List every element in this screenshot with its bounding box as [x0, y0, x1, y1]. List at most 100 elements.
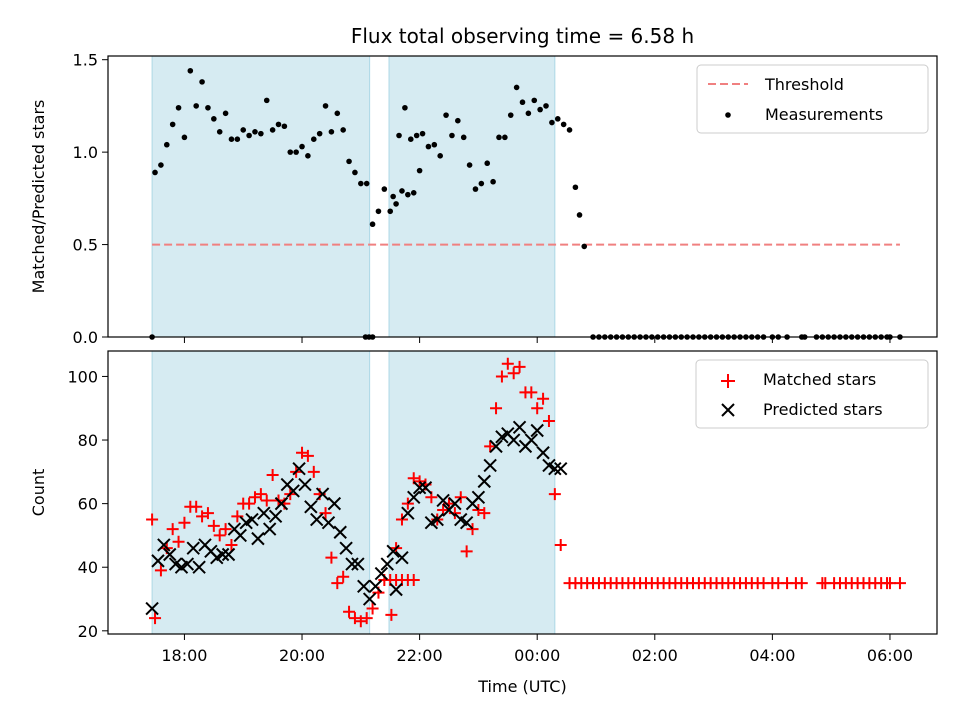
- measurement-point: [484, 160, 491, 167]
- measurement-point: [396, 132, 402, 139]
- y-tick-label: 1.5: [73, 51, 98, 70]
- predicted-star-point: [262, 522, 277, 536]
- predicted-star-point: [357, 579, 371, 594]
- matched-star-point: [507, 367, 520, 380]
- matched-star-point: [537, 392, 550, 405]
- measurement-point: [466, 162, 473, 168]
- predicted-star-point: [412, 481, 427, 495]
- measurement-point: [502, 134, 508, 141]
- predicted-star-point: [368, 579, 383, 594]
- matched-star-point: [513, 360, 526, 373]
- matched-star-point: [490, 402, 503, 415]
- measurement-point: [346, 158, 352, 165]
- measurement-point: [410, 190, 417, 196]
- predicted-star-point: [251, 531, 265, 546]
- measurement-point: [419, 130, 426, 137]
- measurement-point: [187, 67, 194, 74]
- matched-star-point: [478, 507, 491, 520]
- measurement-point: [275, 121, 282, 128]
- predicted-star-point: [351, 557, 365, 571]
- measurement-point: [560, 121, 567, 128]
- measurement-point: [175, 104, 182, 111]
- predicted-star-point: [192, 560, 206, 574]
- measurement-point: [443, 112, 449, 118]
- y-axis-label: Count: [29, 469, 48, 517]
- measurement-point: [531, 97, 538, 104]
- measurement-point: [390, 193, 396, 200]
- measurement-point: [363, 180, 370, 187]
- predicted-star-point: [257, 506, 271, 520]
- legend-threshold-label: Threshold: [764, 75, 844, 94]
- predicted-star-point: [386, 544, 400, 559]
- predicted-star-point: [524, 433, 539, 447]
- predicted-star-point: [536, 446, 550, 460]
- x-tick-label: 02:00: [632, 646, 678, 665]
- y-tick-label: 0.5: [73, 236, 98, 255]
- predicted-star-point: [215, 547, 230, 562]
- measurement-point: [449, 132, 455, 139]
- predicted-star-point: [459, 516, 474, 530]
- measurement-point: [537, 106, 543, 113]
- matched-star-point: [146, 513, 159, 526]
- matched-star-point: [401, 497, 414, 510]
- predicted-star-point: [163, 547, 177, 562]
- predicted-star-point: [286, 484, 300, 498]
- predicted-star-point: [274, 496, 289, 511]
- predicted-star-point: [418, 481, 433, 495]
- measurement-point: [246, 132, 252, 139]
- predicted-star-point: [310, 512, 324, 527]
- measurement-point: [269, 127, 276, 133]
- matched-star-point: [307, 465, 320, 478]
- predicted-star-point: [512, 420, 527, 435]
- matched-star-point: [395, 513, 408, 526]
- matched-star-point: [243, 497, 256, 510]
- matched-star-point: [366, 602, 379, 615]
- predicted-star-point: [380, 557, 394, 571]
- predicted-star-point: [145, 601, 159, 616]
- y-tick-label: 60: [78, 495, 98, 514]
- measurement-point: [455, 117, 461, 124]
- matched-star-point: [149, 612, 162, 625]
- predicted-star-point: [436, 493, 450, 508]
- matched-star-point: [319, 507, 332, 520]
- legend-matched-label: Matched stars: [763, 370, 876, 389]
- measurement-point: [375, 208, 382, 215]
- measurement-point: [460, 134, 467, 141]
- measurement-point: [293, 149, 299, 155]
- chart-title: Flux total observing time = 6.58 h: [351, 24, 694, 48]
- y-axis-label: Matched/Predicted stars: [29, 100, 48, 294]
- matched-star-point: [154, 564, 167, 577]
- measurement-point: [472, 186, 479, 192]
- y-tick-label: 0.0: [73, 328, 98, 347]
- measurement-point: [437, 153, 443, 159]
- measurement-point: [199, 79, 205, 85]
- matched-star-point: [260, 494, 273, 507]
- predicted-star-point: [268, 509, 283, 524]
- measurement-point: [152, 169, 158, 176]
- predicted-star-point: [430, 512, 444, 527]
- matched-star-point: [301, 449, 314, 462]
- measurement-point: [281, 123, 288, 130]
- matched-star-point: [213, 529, 226, 542]
- measurement-point: [316, 130, 323, 137]
- matched-star-point: [166, 523, 179, 536]
- predicted-star-point: [221, 547, 236, 562]
- predicted-star-point: [407, 490, 421, 504]
- matched-star-point: [795, 577, 808, 590]
- measurement-point: [543, 103, 549, 109]
- matched-star-point: [484, 440, 497, 453]
- observing-interval-1-1: [388, 350, 556, 635]
- legend-measurements-swatch: [725, 112, 731, 118]
- measurement-point: [305, 153, 311, 159]
- measurement-point: [549, 119, 555, 126]
- measurement-point: [193, 103, 199, 109]
- measurement-point: [554, 116, 561, 122]
- measurement-point: [263, 97, 270, 104]
- predicted-star-point: [483, 458, 497, 473]
- predicted-star-point: [401, 506, 415, 520]
- measurement-point: [222, 110, 229, 117]
- legend-measurements-label: Measurements: [765, 105, 883, 124]
- legend-top: [696, 64, 929, 134]
- measurement-point: [205, 104, 211, 111]
